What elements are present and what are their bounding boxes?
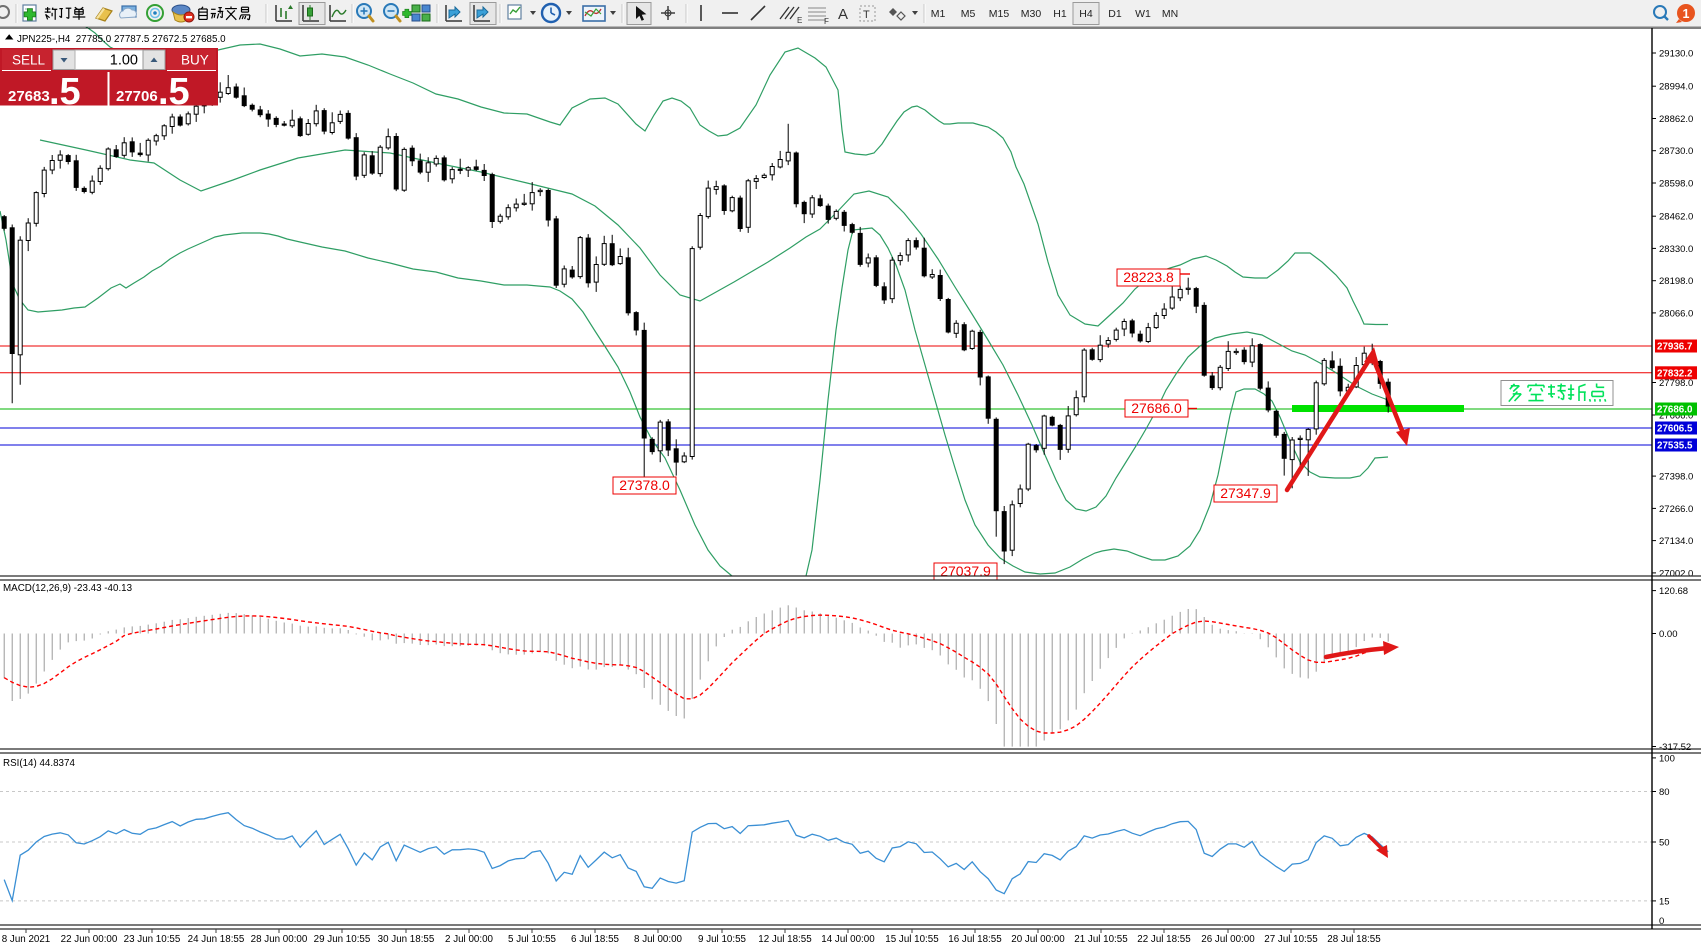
svg-text:8 Jun 2021: 8 Jun 2021 xyxy=(2,934,50,945)
svg-text:2 Jul 00:00: 2 Jul 00:00 xyxy=(445,934,493,945)
svg-text:M1: M1 xyxy=(931,8,946,20)
svg-text:80: 80 xyxy=(1659,787,1670,798)
svg-text:100: 100 xyxy=(1659,753,1675,764)
svg-text:1.00: 1.00 xyxy=(110,53,138,69)
svg-text:6 Jul 18:55: 6 Jul 18:55 xyxy=(571,934,619,945)
svg-text:23 Jun 10:55: 23 Jun 10:55 xyxy=(124,934,181,945)
svg-text:27002.0: 27002.0 xyxy=(1659,568,1693,579)
svg-text:24 Jun 18:55: 24 Jun 18:55 xyxy=(188,934,245,945)
svg-text:15: 15 xyxy=(1659,896,1670,907)
svg-text:27936.7: 27936.7 xyxy=(1657,342,1693,353)
svg-text:27706: 27706 xyxy=(116,88,158,105)
svg-text:MN: MN xyxy=(1162,8,1178,20)
svg-text:.5: .5 xyxy=(158,71,190,113)
svg-text:28066.0: 28066.0 xyxy=(1659,308,1693,319)
svg-text:28 Jul 18:55: 28 Jul 18:55 xyxy=(1327,934,1381,945)
svg-text:26 Jul 00:00: 26 Jul 00:00 xyxy=(1201,934,1255,945)
svg-text:BUY: BUY xyxy=(181,53,209,68)
svg-text:28462.0: 28462.0 xyxy=(1659,212,1693,223)
svg-text:28730.0: 28730.0 xyxy=(1659,146,1693,157)
svg-text:27798.0: 27798.0 xyxy=(1659,378,1693,389)
svg-text:MACD(12,26,9) -23.43 -40.13: MACD(12,26,9) -23.43 -40.13 xyxy=(3,583,133,594)
svg-text:12 Jul 18:55: 12 Jul 18:55 xyxy=(758,934,812,945)
svg-text:1: 1 xyxy=(1683,7,1690,21)
svg-text:SELL: SELL xyxy=(12,53,46,68)
svg-text:M5: M5 xyxy=(961,8,976,20)
svg-text:27347.9: 27347.9 xyxy=(1220,485,1271,501)
svg-text:-317.52: -317.52 xyxy=(1659,742,1691,753)
svg-text:14 Jul 00:00: 14 Jul 00:00 xyxy=(821,934,875,945)
svg-text:8 Jul 00:00: 8 Jul 00:00 xyxy=(634,934,682,945)
svg-text:E: E xyxy=(797,16,802,25)
svg-text:JPN225-,H4 27785.0 27787.5 27: JPN225-,H4 27785.0 27787.5 27672.5 27685… xyxy=(17,34,226,45)
svg-text:27666.0: 27666.0 xyxy=(1659,411,1693,422)
svg-text:28330.0: 28330.0 xyxy=(1659,244,1693,255)
svg-text:30 Jun 18:55: 30 Jun 18:55 xyxy=(378,934,435,945)
svg-text:22 Jun 00:00: 22 Jun 00:00 xyxy=(61,934,118,945)
svg-text:28598.0: 28598.0 xyxy=(1659,179,1693,190)
svg-text:27686.0: 27686.0 xyxy=(1131,400,1182,416)
svg-text:28198.0: 28198.0 xyxy=(1659,276,1693,287)
svg-text:27 Jul 10:55: 27 Jul 10:55 xyxy=(1264,934,1318,945)
svg-text:28862.0: 28862.0 xyxy=(1659,114,1693,125)
svg-text:27606.5: 27606.5 xyxy=(1657,424,1693,435)
svg-text:27535.5: 27535.5 xyxy=(1657,441,1693,452)
svg-text:50: 50 xyxy=(1659,838,1670,849)
svg-text:.5: .5 xyxy=(49,71,81,113)
svg-text:A: A xyxy=(838,6,848,23)
svg-text:28994.0: 28994.0 xyxy=(1659,82,1693,93)
svg-text:20 Jul 00:00: 20 Jul 00:00 xyxy=(1011,934,1065,945)
svg-text:22 Jul 18:55: 22 Jul 18:55 xyxy=(1137,934,1191,945)
svg-text:27266.0: 27266.0 xyxy=(1659,504,1693,515)
svg-text:0: 0 xyxy=(1659,916,1664,927)
svg-text:27037.9: 27037.9 xyxy=(940,563,991,579)
svg-text:120.68: 120.68 xyxy=(1659,586,1688,597)
svg-text:16 Jul 18:55: 16 Jul 18:55 xyxy=(948,934,1002,945)
svg-text:F: F xyxy=(824,17,829,26)
svg-text:27398.0: 27398.0 xyxy=(1659,472,1693,483)
svg-text:27378.0: 27378.0 xyxy=(619,477,670,493)
svg-text:21 Jul 10:55: 21 Jul 10:55 xyxy=(1074,934,1128,945)
svg-text:H1: H1 xyxy=(1053,8,1067,20)
svg-text:RSI(14) 44.8374: RSI(14) 44.8374 xyxy=(3,758,75,769)
svg-text:28223.8: 28223.8 xyxy=(1123,269,1174,285)
svg-text:W1: W1 xyxy=(1135,8,1151,20)
svg-text:H4: H4 xyxy=(1079,8,1093,20)
svg-text:M15: M15 xyxy=(989,8,1010,20)
svg-text:M30: M30 xyxy=(1021,8,1042,20)
svg-text:29130.0: 29130.0 xyxy=(1659,49,1693,60)
svg-text:27832.2: 27832.2 xyxy=(1657,368,1693,379)
svg-text:D1: D1 xyxy=(1108,8,1122,20)
svg-text:15 Jul 10:55: 15 Jul 10:55 xyxy=(885,934,939,945)
svg-text:5 Jul 10:55: 5 Jul 10:55 xyxy=(508,934,556,945)
svg-text:28 Jun 00:00: 28 Jun 00:00 xyxy=(251,934,308,945)
svg-text:9 Jul 10:55: 9 Jul 10:55 xyxy=(698,934,746,945)
svg-text:27683: 27683 xyxy=(8,88,50,105)
svg-text:27134.0: 27134.0 xyxy=(1659,536,1693,547)
svg-text:29 Jun 10:55: 29 Jun 10:55 xyxy=(314,934,371,945)
svg-text:T: T xyxy=(863,9,870,21)
svg-text:27686.0: 27686.0 xyxy=(1657,405,1693,416)
svg-text:0.00: 0.00 xyxy=(1659,629,1678,640)
